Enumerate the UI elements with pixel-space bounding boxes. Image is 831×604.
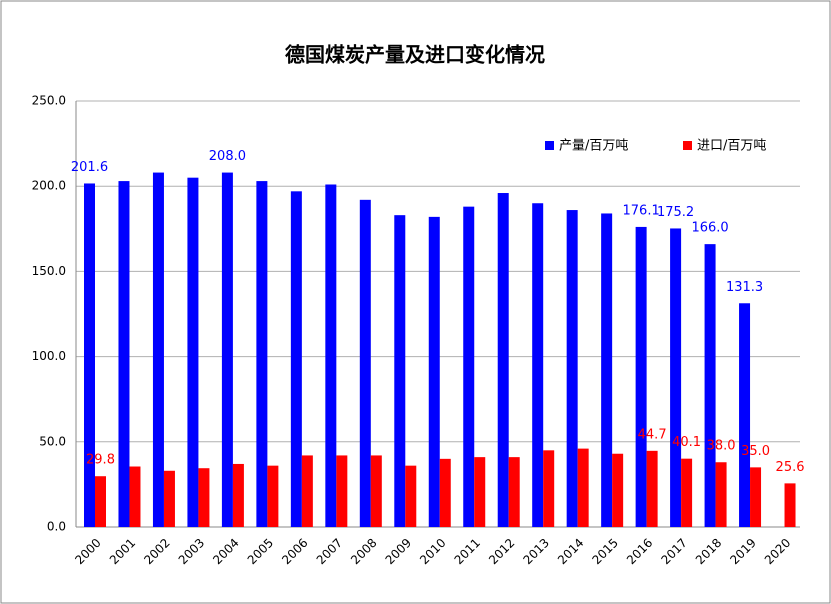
data-label: 166.0 [691,221,728,236]
bar [739,303,751,527]
bar [532,203,544,528]
y-tick-label: 250.0 [32,94,66,108]
bar [508,457,520,527]
bar [428,216,440,527]
bar [704,244,716,528]
bar [784,483,796,527]
bar [577,448,589,527]
bar [118,181,130,527]
bar [95,476,106,527]
y-tick-label: 150.0 [32,264,66,278]
bar [463,206,475,527]
legend-label: 产量/百万吨 [559,139,628,154]
bar [439,458,451,527]
data-label: 201.6 [71,160,108,175]
data-label: 38.0 [707,439,736,454]
bar [370,455,382,527]
bar [646,450,658,527]
bar [221,172,233,527]
bar [256,181,268,527]
data-label: 25.6 [776,460,805,475]
data-label: 29.8 [86,453,115,468]
bar [325,184,337,527]
bar [474,457,486,527]
data-label: 35.0 [741,444,770,459]
data-label: 175.2 [657,205,694,220]
bar [163,470,175,527]
bar [566,210,578,527]
data-label: 131.3 [726,280,763,295]
y-tick-label: 0.0 [47,520,66,534]
legend-swatch [683,141,692,150]
bar [543,450,555,527]
bar [232,463,244,527]
bar [152,172,164,527]
bar [301,455,313,527]
data-label: 176.1 [623,203,660,218]
y-tick-label: 200.0 [32,179,66,193]
bar [635,226,647,527]
y-tick-label: 100.0 [32,349,66,363]
bar [405,465,417,527]
bar [750,467,762,527]
data-label: 44.7 [638,427,667,442]
bar [129,466,141,527]
bar [290,191,302,527]
bar [336,455,348,527]
legend-swatch [545,141,554,150]
bar [187,177,199,527]
legend-label: 进口/百万吨 [697,139,766,154]
bar [601,213,613,528]
bar [198,468,210,527]
bar [359,199,371,527]
data-label: 208.0 [209,149,246,164]
bar [681,458,693,527]
bar [267,465,279,527]
bar [670,228,682,527]
bar [715,462,727,527]
bar [612,453,624,527]
y-tick-label: 50.0 [39,434,66,448]
bar [84,183,95,527]
chart-title: 德国煤炭产量及进口变化情况 [285,43,545,67]
bar [497,193,509,528]
bar [394,215,406,527]
data-label: 40.1 [672,435,701,450]
